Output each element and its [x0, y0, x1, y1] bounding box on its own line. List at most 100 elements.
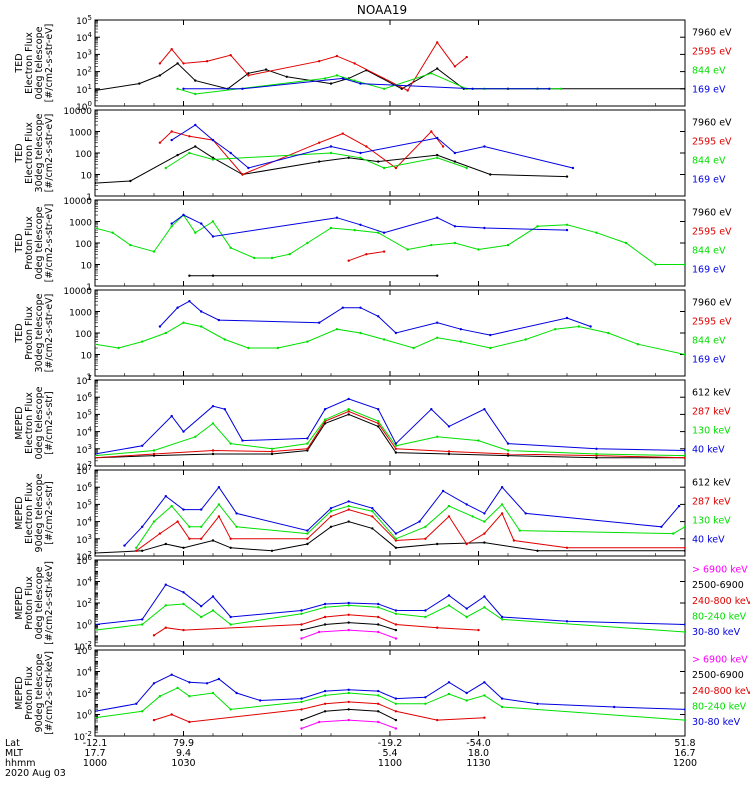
data-point [211, 422, 215, 425]
legend-entry: 30-80 keV [692, 627, 741, 638]
data-point [247, 346, 250, 350]
data-point [436, 156, 439, 159]
y-tick-label: 1 [86, 283, 92, 293]
data-point [270, 447, 274, 450]
data-point [318, 160, 321, 163]
data-point [347, 504, 350, 508]
data-point [270, 452, 274, 456]
hhmm-tick-label: 1030 [171, 758, 195, 769]
data-point [135, 549, 138, 552]
data-point [229, 442, 232, 445]
data-point [306, 529, 309, 532]
x-row-label: Lat [5, 738, 20, 749]
data-point [188, 300, 191, 303]
data-point [194, 145, 197, 148]
series-group [95, 583, 685, 640]
data-point [347, 718, 350, 722]
data-point [595, 231, 598, 234]
series-612-kev [95, 521, 685, 554]
legend-entry: 7960 eV [692, 207, 732, 218]
data-point [524, 338, 527, 341]
panel-frame [94, 289, 686, 377]
panel-3: 1 10 100 1000 10000 TEDProton Flux0deg telesc… [14, 197, 732, 293]
data-point [182, 602, 185, 606]
data-point [394, 546, 398, 549]
data-point [229, 708, 232, 711]
data-point [95, 628, 97, 632]
data-point [318, 321, 321, 324]
legend-entry: 80-240 keV [692, 701, 747, 712]
series-2595-ev [159, 130, 444, 176]
data-point [483, 595, 486, 598]
data-point [506, 452, 510, 456]
data-point [377, 720, 380, 724]
x-row-label: hhmm [5, 758, 36, 769]
data-point [182, 628, 185, 632]
panel-4: 1 10 100 1000 10000 TEDProton Flux30deg teles… [14, 287, 732, 383]
data-point [217, 515, 221, 518]
y-tick-label: 107 [76, 464, 92, 477]
data-point [500, 697, 504, 700]
data-point [182, 508, 185, 511]
data-point [164, 166, 167, 170]
data-point [211, 405, 215, 408]
data-point [565, 620, 569, 623]
legend-entry: 2595 eV [692, 46, 732, 57]
series-group [95, 41, 685, 96]
series-group [95, 213, 685, 277]
y-tick-label: 104 [76, 576, 92, 589]
mlt-tick-label: 16.7 [674, 748, 695, 759]
data-point [205, 60, 209, 63]
data-point [229, 537, 232, 540]
data-point [483, 681, 486, 684]
y-tick-label: 102 [76, 66, 92, 79]
data-point [141, 618, 144, 621]
legend-entry: 169 eV [692, 175, 726, 186]
data-point [141, 549, 144, 552]
data-point [565, 223, 569, 226]
legend-entry: 2595 eV [692, 316, 732, 327]
data-point [436, 153, 439, 157]
data-point [306, 437, 309, 440]
data-point [382, 338, 386, 341]
y-tick-label: 105 [76, 498, 92, 511]
data-point [453, 241, 457, 245]
legend-entry: 844 eV [692, 66, 726, 77]
data-point [465, 542, 468, 546]
data-point [323, 606, 327, 609]
data-point [347, 410, 350, 413]
y-tick-label: 102 [76, 460, 92, 473]
data-point [436, 435, 439, 438]
y-tick-label: 102 [76, 597, 92, 610]
data-point [341, 132, 344, 135]
data-point [548, 87, 551, 91]
data-point [200, 605, 203, 608]
mlt-tick-label: 18.0 [468, 748, 489, 759]
data-point [347, 500, 350, 503]
data-point [459, 328, 462, 331]
data-point [683, 263, 685, 266]
data-point [95, 89, 97, 92]
series-240-800-kev [153, 701, 485, 723]
data-point [589, 325, 592, 328]
mlt-tick-label: 17.7 [84, 748, 105, 759]
data-point [200, 508, 203, 511]
data-point [365, 145, 368, 148]
data-point [158, 325, 162, 328]
data-point [285, 75, 288, 79]
data-point [164, 331, 167, 335]
data-point [318, 141, 321, 144]
data-point [241, 439, 244, 442]
data-point [300, 628, 303, 632]
data-point [170, 138, 173, 142]
data-point [424, 609, 427, 612]
data-point [394, 628, 398, 632]
data-point [182, 546, 185, 549]
data-point [164, 542, 167, 546]
data-point [436, 216, 439, 219]
data-point [176, 87, 179, 91]
data-point [347, 601, 350, 605]
series-group [95, 123, 575, 185]
data-point [394, 447, 398, 450]
data-point [347, 508, 350, 511]
